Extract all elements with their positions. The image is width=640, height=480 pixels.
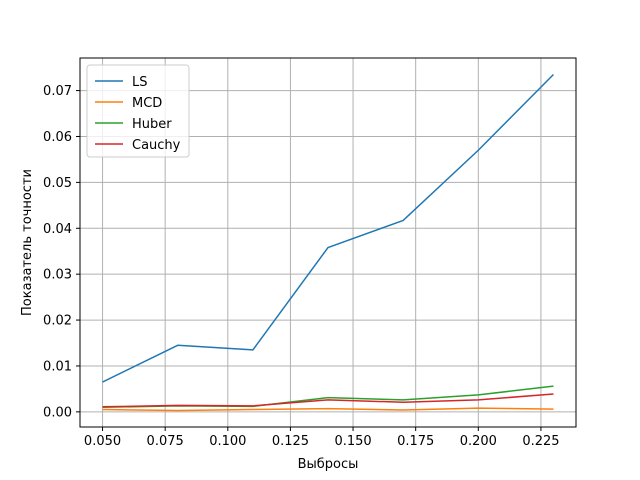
- y-tick-label: 0.07: [43, 84, 72, 99]
- x-tick-label: 0.150: [334, 434, 371, 449]
- x-tick-label: 0.050: [84, 434, 121, 449]
- y-tick-label: 0.06: [43, 130, 72, 145]
- series-line-ls: [102, 73, 554, 383]
- x-tick-label: 0.075: [147, 434, 184, 449]
- y-tick-label: 0.01: [43, 359, 72, 374]
- series-lines: [102, 73, 554, 412]
- series-line-mcd: [102, 407, 554, 412]
- legend-label: LS: [132, 75, 148, 90]
- x-axis-ticks: 0.050 0.075 0.100 0.125 0.150 0.175 0.200 0.225: [84, 427, 560, 449]
- y-axis-ticks: 0.00 0.01 0.02 0.03 0.04 0.05 0.06 0.07: [43, 84, 80, 420]
- series-line-cauchy: [102, 393, 554, 408]
- x-tick-label: 0.175: [397, 434, 434, 449]
- y-tick-label: 0.03: [43, 268, 72, 283]
- x-tick-label: 0.125: [272, 434, 309, 449]
- x-tick-label: 0.100: [209, 434, 246, 449]
- x-axis-label: Выбросы: [298, 457, 359, 472]
- y-tick-label: 0.00: [43, 405, 72, 420]
- legend-label: MCD: [132, 96, 162, 111]
- y-tick-label: 0.02: [43, 314, 72, 329]
- series-line-huber: [102, 385, 554, 409]
- x-tick-label: 0.200: [460, 434, 497, 449]
- y-tick-label: 0.04: [43, 222, 72, 237]
- legend: LS MCD Huber Cauchy: [86, 64, 190, 158]
- y-axis-label: Показатель точности: [20, 169, 35, 316]
- plot-frame: [79, 57, 577, 428]
- legend-label: Cauchy: [132, 138, 181, 153]
- x-tick-label: 0.225: [522, 434, 559, 449]
- legend-label: Huber: [132, 117, 172, 132]
- legend-box: [86, 64, 190, 158]
- grid: [80, 58, 576, 427]
- y-tick-label: 0.05: [43, 176, 72, 191]
